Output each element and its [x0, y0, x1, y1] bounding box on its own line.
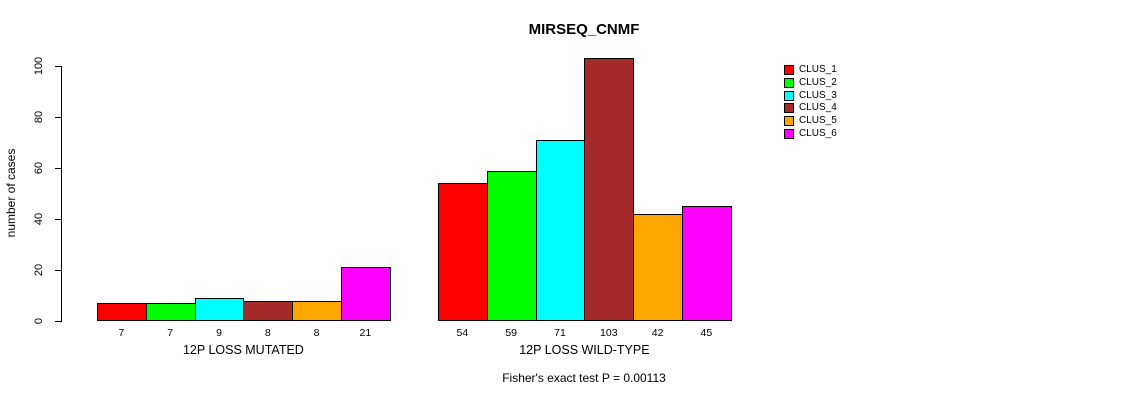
- bar: [438, 183, 488, 321]
- bar: [97, 303, 147, 321]
- y-tick-label: 0: [33, 317, 45, 325]
- y-tick-label: 20: [33, 263, 45, 277]
- bar-value-label: 59: [505, 327, 518, 339]
- bar-value-label: 7: [167, 327, 174, 339]
- bar-value-label: 7: [118, 327, 125, 339]
- bar: [292, 300, 342, 321]
- legend-swatch: [784, 78, 794, 89]
- bar-value-label: 21: [359, 327, 372, 339]
- bar: [194, 298, 245, 321]
- y-tick-label: 80: [33, 110, 45, 124]
- legend-label: CLUS_2: [799, 77, 837, 89]
- legend-row: CLUS_5: [784, 115, 837, 128]
- y-tick-label: 40: [33, 212, 45, 226]
- legend-swatch: [784, 103, 794, 114]
- legend-swatch: [784, 116, 794, 127]
- bar-value-label: 8: [313, 327, 320, 339]
- y-tick-mark: [55, 320, 62, 322]
- legend-row: CLUS_4: [784, 102, 837, 115]
- bar: [682, 206, 732, 321]
- legend-label: CLUS_1: [799, 64, 837, 76]
- fisher-test-caption: Fisher's exact test P = 0.00113: [502, 371, 666, 385]
- y-tick-mark: [55, 167, 62, 169]
- bar-value-label: 103: [600, 327, 618, 339]
- y-axis-line: [61, 66, 62, 322]
- legend-row: CLUS_6: [784, 127, 837, 140]
- legend-row: CLUS_1: [784, 64, 837, 77]
- legend-label: CLUS_6: [799, 127, 837, 139]
- legend-label: CLUS_4: [799, 102, 837, 114]
- bar: [243, 300, 294, 321]
- bar-value-label: 42: [651, 327, 664, 339]
- bar-value-label: 45: [700, 327, 713, 339]
- y-tick-label: 60: [33, 161, 45, 175]
- chart-title: MIRSEQ_CNMF: [528, 21, 640, 38]
- legend-label: CLUS_5: [799, 115, 837, 127]
- y-axis-label: number of cases: [4, 148, 18, 238]
- bar: [486, 170, 537, 321]
- bar-value-label: 8: [264, 327, 271, 339]
- y-tick-mark: [55, 269, 62, 271]
- legend-swatch: [784, 90, 794, 101]
- group-label: 12P LOSS WILD-TYPE: [519, 343, 650, 357]
- legend-row: CLUS_3: [784, 89, 837, 102]
- bar-value-label: 54: [456, 327, 469, 339]
- bar: [584, 58, 635, 321]
- legend-row: CLUS_2: [784, 77, 837, 90]
- bar: [633, 213, 683, 321]
- group-label: 12P LOSS MUTATED: [182, 343, 304, 357]
- bar-value-label: 9: [216, 327, 222, 339]
- legend: CLUS_1 CLUS_2 CLUS_3 CLUS_4 CLUS_5 CLUS_6: [784, 64, 837, 140]
- legend-label: CLUS_3: [799, 89, 837, 101]
- y-tick-label: 100: [33, 56, 45, 76]
- y-tick-mark: [55, 65, 62, 67]
- bar: [535, 139, 586, 321]
- legend-swatch: [784, 65, 794, 76]
- bar-value-label: 71: [554, 327, 566, 339]
- y-tick-mark: [55, 218, 62, 220]
- legend-swatch: [784, 128, 794, 139]
- y-tick-mark: [55, 116, 62, 118]
- bar: [145, 303, 196, 321]
- bar: [341, 267, 391, 321]
